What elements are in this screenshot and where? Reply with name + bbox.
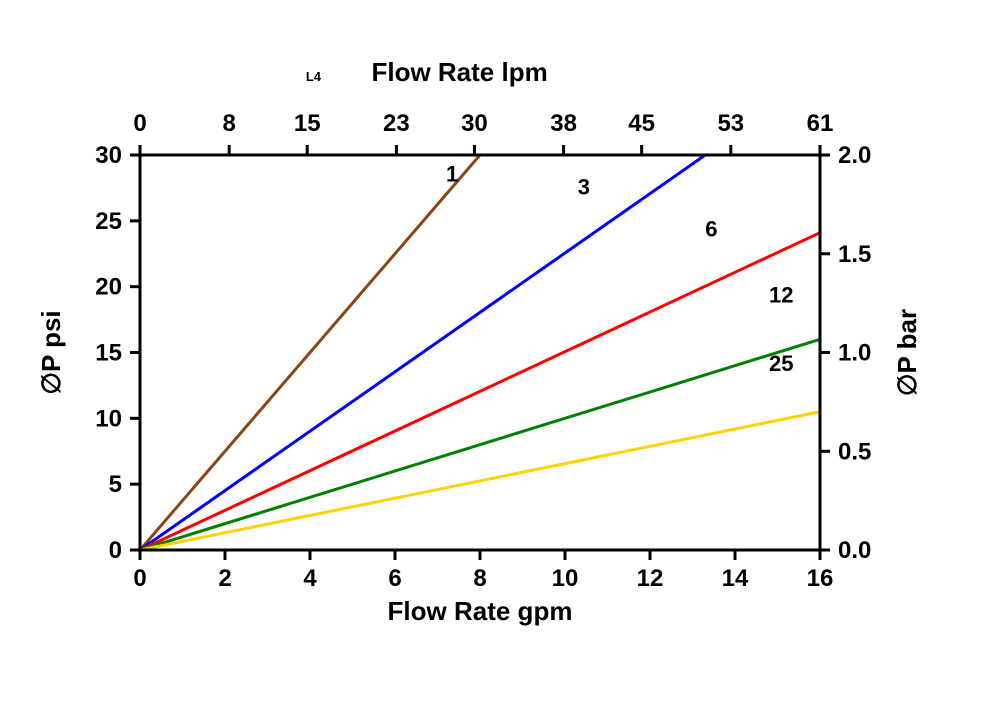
x-top-axis-title: Flow Rate lpm: [371, 57, 547, 87]
x-bottom-tick-label: 8: [473, 565, 486, 592]
x-bottom-tick-label: 10: [552, 565, 579, 592]
series-label-6: 6: [705, 217, 717, 242]
pressure-flow-chart: 0246810121416081523303845536105101520253…: [0, 0, 996, 708]
y-right-tick-label: 1.0: [838, 340, 871, 367]
x-top-tick-label: 53: [717, 110, 744, 137]
y-left-tick-label: 5: [109, 471, 122, 498]
chart-small-label: L4: [306, 69, 322, 84]
x-bottom-tick-label: 0: [133, 565, 146, 592]
x-bottom-tick-label: 6: [388, 565, 401, 592]
series-label-1: 1: [446, 161, 458, 186]
y-right-tick-label: 0.5: [838, 438, 871, 465]
y-left-tick-label: 0: [109, 537, 122, 564]
y-right-tick-label: 0.0: [838, 537, 871, 564]
x-bottom-tick-label: 12: [637, 565, 664, 592]
x-bottom-tick-label: 4: [303, 565, 317, 592]
x-top-tick-label: 23: [383, 110, 410, 137]
x-bottom-tick-label: 16: [807, 565, 834, 592]
x-top-tick-label: 45: [628, 110, 655, 137]
series-label-25: 25: [769, 351, 793, 376]
x-top-tick-label: 61: [807, 110, 834, 137]
x-top-tick-label: 0: [133, 110, 146, 137]
y-right-axis-title: ∅P bar: [892, 309, 922, 396]
y-right-tick-label: 2.0: [838, 142, 871, 169]
chart-svg: 0246810121416081523303845536105101520253…: [0, 0, 996, 708]
y-left-tick-label: 10: [95, 405, 122, 432]
x-bottom-tick-label: 2: [218, 565, 231, 592]
x-bottom-axis-title: Flow Rate gpm: [388, 596, 573, 626]
x-top-tick-label: 38: [550, 110, 577, 137]
series-label-12: 12: [769, 282, 793, 307]
y-left-axis-title: ∅P psi: [36, 310, 66, 394]
y-left-tick-label: 30: [95, 142, 122, 169]
x-top-tick-label: 30: [461, 110, 488, 137]
x-bottom-tick-label: 14: [722, 565, 749, 592]
x-top-tick-label: 15: [294, 110, 321, 137]
y-left-tick-label: 20: [95, 274, 122, 301]
y-right-tick-label: 1.5: [838, 241, 871, 268]
series-label-3: 3: [578, 175, 590, 200]
x-top-tick-label: 8: [223, 110, 236, 137]
y-left-tick-label: 15: [95, 340, 122, 367]
y-left-tick-label: 25: [95, 208, 122, 235]
